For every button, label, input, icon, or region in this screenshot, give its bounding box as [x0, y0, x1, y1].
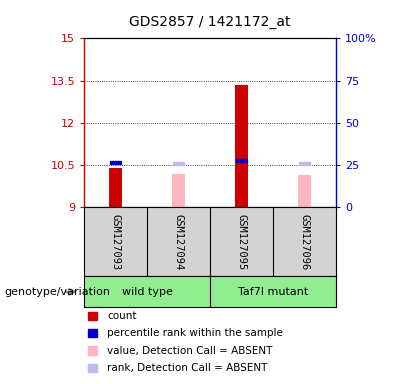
Bar	[297, 175, 312, 207]
Text: GSM127095: GSM127095	[236, 214, 247, 270]
Text: GSM127096: GSM127096	[299, 214, 310, 270]
Text: GDS2857 / 1421172_at: GDS2857 / 1421172_at	[129, 15, 291, 29]
Text: GSM127093: GSM127093	[110, 214, 121, 270]
Text: rank, Detection Call = ABSENT: rank, Detection Call = ABSENT	[107, 363, 268, 373]
Bar	[299, 162, 310, 165]
Text: wild type: wild type	[121, 287, 173, 297]
Bar	[236, 159, 247, 162]
Text: count: count	[107, 311, 136, 321]
Bar	[110, 161, 121, 164]
Text: value, Detection Call = ABSENT: value, Detection Call = ABSENT	[107, 346, 273, 356]
Text: percentile rank within the sample: percentile rank within the sample	[107, 328, 283, 338]
Bar	[108, 168, 123, 207]
Text: genotype/variation: genotype/variation	[4, 287, 110, 297]
Bar	[172, 174, 186, 207]
Text: Taf7l mutant: Taf7l mutant	[238, 287, 308, 297]
Bar	[173, 162, 184, 165]
Bar	[234, 85, 249, 207]
Text: GSM127094: GSM127094	[173, 214, 184, 270]
